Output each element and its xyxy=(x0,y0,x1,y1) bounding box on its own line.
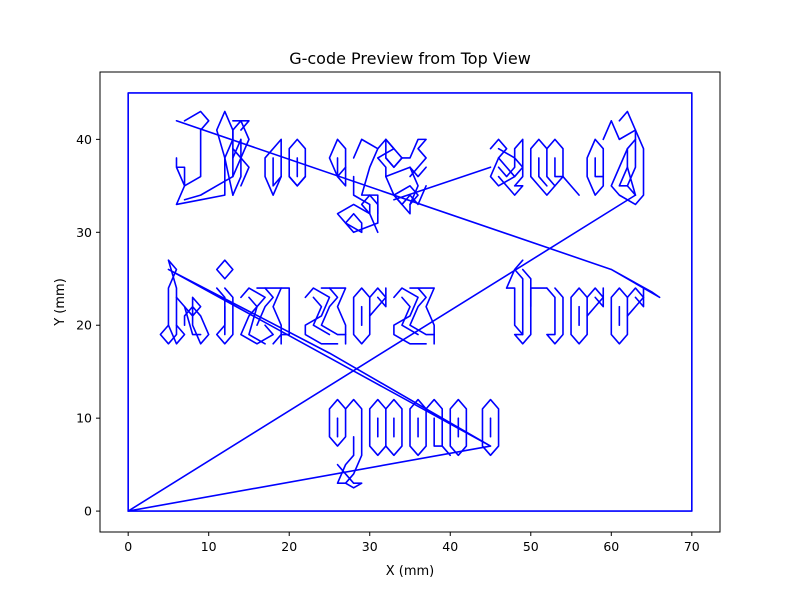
x-axis: 0 10 20 30 40 50 60 70 xyxy=(124,532,700,554)
toolpath-line-88 xyxy=(425,398,452,457)
x-tick-label: 70 xyxy=(684,539,700,554)
toolpath-line-25 xyxy=(385,166,419,215)
toolpath-line-74 xyxy=(610,287,629,345)
toolpath-line-36 xyxy=(554,157,580,196)
x-tick-label: 10 xyxy=(201,539,217,554)
toolpath-line-77 xyxy=(634,287,645,308)
toolpath-line-24 xyxy=(385,175,419,206)
y-tick-label: 30 xyxy=(76,225,92,240)
x-tick-label: 60 xyxy=(603,539,619,554)
toolpath-line-90 xyxy=(449,398,468,457)
toolpath-line-18 xyxy=(336,175,379,234)
toolpath-line-92 xyxy=(481,398,500,457)
toolpath-line-55 xyxy=(312,296,331,336)
toolpath-line-16 xyxy=(336,157,347,178)
toolpath-line-28 xyxy=(393,185,427,206)
toolpath-line-81 xyxy=(336,463,363,489)
toolpath-line-49 xyxy=(240,287,274,345)
toolpath-line-5 xyxy=(175,157,186,187)
x-tick-label: 40 xyxy=(442,539,458,554)
toolpath-line-60 xyxy=(368,287,387,317)
toolpath-line-29 xyxy=(489,138,524,187)
y-tick-label: 0 xyxy=(84,504,92,519)
toolpath-line-84 xyxy=(385,398,403,457)
toolpath-line-1 xyxy=(127,268,492,512)
toolpath-line-54 xyxy=(304,287,339,345)
toolpath-line-39 xyxy=(602,119,645,206)
x-tick-label: 20 xyxy=(281,539,297,554)
toolpath-line-72 xyxy=(586,287,605,317)
toolpath-line-50 xyxy=(248,296,266,345)
toolpath-line-57 xyxy=(328,287,347,345)
toolpath-line-2 xyxy=(175,119,661,299)
toolpath-line-23 xyxy=(385,138,403,169)
toolpath-line-37 xyxy=(586,138,605,196)
toolpath-line-89 xyxy=(433,417,444,447)
y-tick-label: 10 xyxy=(76,411,92,426)
toolpath-line-8 xyxy=(232,119,250,131)
plot-frame xyxy=(99,71,721,533)
toolpath-line-9 xyxy=(232,147,250,187)
toolpath-line-61 xyxy=(376,287,387,308)
toolpath-line-40 xyxy=(618,110,637,187)
toolpath-line-78 xyxy=(328,398,347,447)
x-axis-label: X (mm) xyxy=(386,564,435,579)
x-tick-label: 30 xyxy=(362,539,378,554)
toolpath-line-10 xyxy=(264,138,282,196)
toolpath-line-20 xyxy=(360,194,379,234)
toolpath-line-76 xyxy=(626,287,645,317)
toolpath-line-0 xyxy=(127,92,693,512)
toolpath-line-14 xyxy=(288,175,307,187)
toolpath-line-52 xyxy=(264,287,282,345)
toolpath-line-51 xyxy=(256,287,274,327)
toolpath-line-68 xyxy=(521,268,532,308)
y-axis-label: Y (mm) xyxy=(53,278,68,327)
toolpath-line-31 xyxy=(497,138,524,178)
toolpath-line-17 xyxy=(352,138,379,224)
y-axis: 0 10 20 30 40 xyxy=(76,132,100,519)
chart-title: G-code Preview from Top View xyxy=(289,49,531,68)
toolpath-line-86 xyxy=(409,398,427,457)
toolpath-line-69 xyxy=(546,287,564,345)
toolpath-line-47 xyxy=(215,287,234,345)
toolpath-line-44 xyxy=(167,324,186,345)
toolpath-line-26 xyxy=(401,138,427,178)
toolpath-line-32 xyxy=(497,157,524,196)
toolpath-line-58 xyxy=(352,287,371,345)
y-tick-label: 40 xyxy=(76,132,92,147)
toolpath-line-46 xyxy=(215,259,234,280)
toolpath-line-42 xyxy=(159,259,178,345)
toolpath-line-35 xyxy=(546,138,564,187)
toolpath-line-3 xyxy=(393,166,492,201)
toolpath-line-30 xyxy=(497,157,516,178)
toolpath-line-6 xyxy=(232,138,242,196)
toolpath-line-62 xyxy=(393,287,427,345)
toolpath-line-33 xyxy=(529,138,556,196)
toolpath-line-65 xyxy=(417,287,435,345)
plot-area xyxy=(127,92,693,512)
toolpath-line-73 xyxy=(594,287,605,308)
toolpath-line-43 xyxy=(175,296,210,345)
toolpath-line-27 xyxy=(409,166,427,178)
toolpath-line-53 xyxy=(272,287,291,345)
toolpath-line-66 xyxy=(505,259,548,345)
y-tick-label: 20 xyxy=(76,318,92,333)
toolpath-line-63 xyxy=(401,296,419,336)
toolpath-line-22 xyxy=(385,138,403,169)
toolpath-line-45 xyxy=(183,305,202,336)
toolpath-line-4 xyxy=(175,110,234,206)
toolpath-line-19 xyxy=(344,212,363,234)
toolpath-line-7 xyxy=(224,119,250,196)
toolpath-line-11 xyxy=(272,157,282,187)
toolpath-line-41 xyxy=(626,138,637,196)
x-tick-label: 50 xyxy=(523,539,539,554)
toolpath-line-67 xyxy=(505,287,524,336)
toolpath-line-38 xyxy=(594,157,605,178)
x-tick-label: 0 xyxy=(124,539,132,554)
toolpath-line-70 xyxy=(570,287,588,345)
toolpath-line-34 xyxy=(538,157,548,187)
